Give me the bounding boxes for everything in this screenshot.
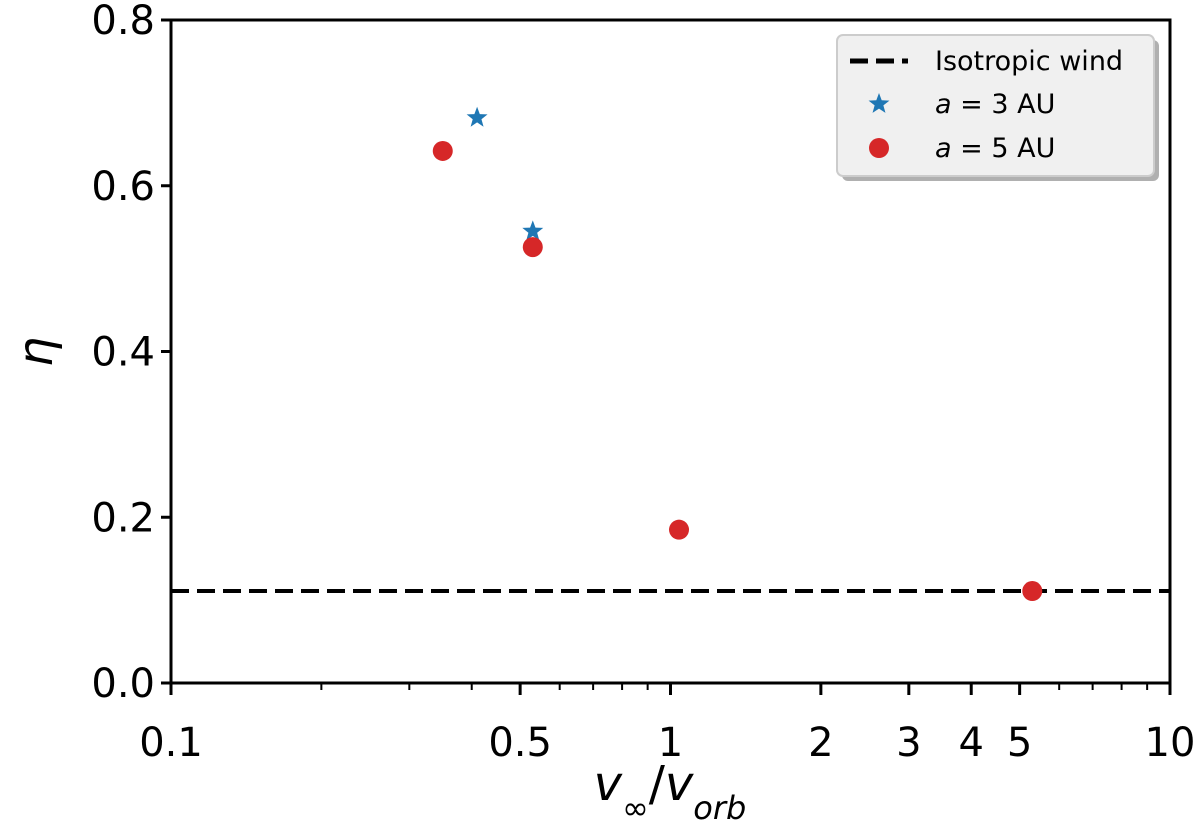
x-label-sub2: orb	[693, 789, 746, 827]
legend-a5-label: a = 5 AU	[935, 133, 1055, 164]
y-tick-label: 0.4	[91, 330, 155, 376]
a3-point	[466, 106, 488, 127]
legend-a5-marker	[869, 138, 889, 158]
legend-box	[836, 34, 1155, 177]
x-label-slash: /	[649, 756, 666, 812]
legend-isotropic-label: Isotropic wind	[935, 46, 1123, 77]
legend-a5-rest: = 5 AU	[952, 133, 1056, 164]
x-tick-label: 10	[1145, 720, 1196, 766]
legend-a3-var: a	[935, 89, 952, 120]
x-tick-label: 4	[959, 720, 984, 766]
legend-a3-label: a = 3 AU	[935, 89, 1055, 120]
a5-point	[669, 519, 690, 540]
y-axis-label: η	[8, 337, 64, 367]
a3-point	[522, 220, 544, 241]
x-tick-label: 0.1	[139, 720, 203, 766]
x-tick-label: 0.5	[488, 720, 552, 766]
x-label-v1: v	[594, 756, 623, 812]
legend-a3-marker	[868, 93, 890, 113]
a5-point	[432, 140, 453, 161]
x-tick-label: 5	[1007, 720, 1032, 766]
y-tick-label: 0.6	[91, 164, 155, 210]
a5-point	[522, 237, 543, 258]
legend-a5-var: a	[935, 133, 952, 164]
a5-point	[1022, 581, 1043, 602]
x-axis-label: v∞/vorb	[594, 756, 747, 827]
x-tick-label: 1	[658, 720, 683, 766]
legend: Isotropic wind a = 3 AU a = 5 AU	[836, 34, 1159, 181]
legend-a3-rest: = 3 AU	[952, 89, 1056, 120]
x-label-v2: v	[665, 756, 694, 812]
x-tick-label: 2	[808, 720, 833, 766]
y-tick-label: 0.8	[91, 0, 155, 44]
y-tick-label: 0.0	[91, 661, 155, 707]
y-tick-label: 0.2	[91, 495, 155, 541]
x-tick-label: 3	[896, 720, 921, 766]
x-label-sub1: ∞	[622, 789, 649, 827]
